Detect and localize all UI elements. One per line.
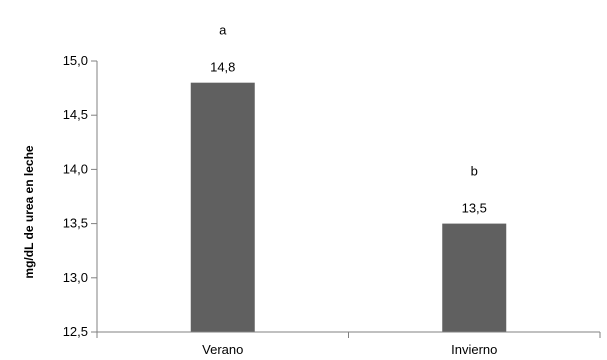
x-axis-ticks: Verano Invierno — [96, 332, 601, 357]
axes — [96, 61, 600, 333]
x-tick-label-invierno: Invierno — [451, 342, 497, 357]
value-label: 14,8 — [210, 60, 235, 75]
y-tick-label: 14,5 — [63, 107, 88, 122]
y-tick-label: 12,5 — [63, 324, 88, 339]
value-labels: 14,8 13,5 — [210, 60, 487, 216]
significance-letters: ab — [219, 23, 478, 179]
y-tick-label: 13,5 — [63, 216, 88, 231]
bar-verano — [190, 82, 255, 333]
value-label: 13,5 — [462, 201, 487, 216]
significance-letter: b — [471, 164, 478, 179]
bar-invierno — [442, 223, 507, 332]
y-axis-label: mg/dL de urea en leche — [22, 145, 36, 278]
x-tick-label-verano: Verano — [202, 342, 243, 357]
y-tick-label: 14,0 — [63, 161, 88, 176]
significance-letter: a — [219, 23, 227, 38]
y-tick-label: 15,0 — [63, 53, 88, 68]
y-axis-ticks: 12,5 13,0 13,5 14,0 14,5 15,0 — [63, 53, 97, 339]
y-tick-label: 13,0 — [63, 270, 88, 285]
bars — [190, 82, 507, 333]
